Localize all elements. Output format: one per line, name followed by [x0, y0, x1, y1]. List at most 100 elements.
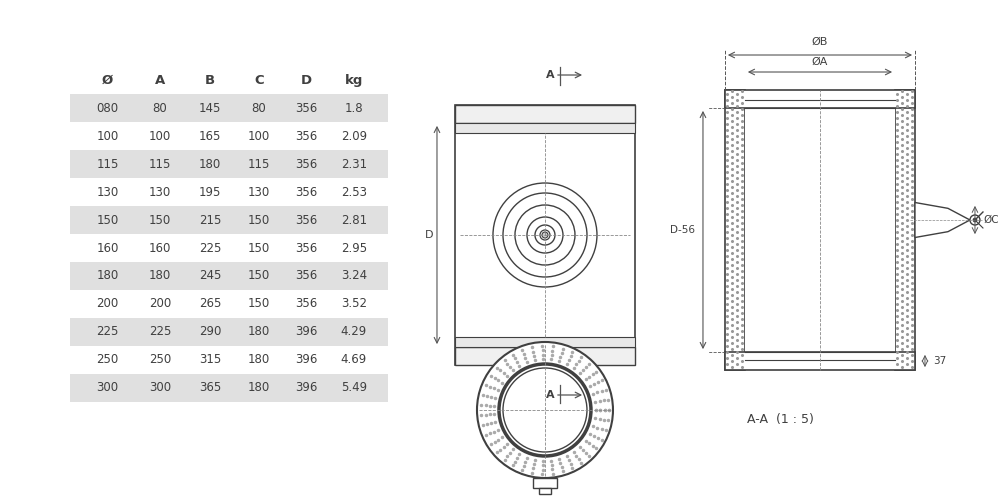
Bar: [745, 90, 895, 370]
Text: 356: 356: [295, 102, 318, 114]
Text: 396: 396: [295, 326, 318, 338]
Text: D-56: D-56: [670, 225, 695, 235]
Bar: [539, 488, 551, 494]
Text: 250: 250: [96, 354, 119, 366]
Text: 290: 290: [199, 326, 221, 338]
Text: 250: 250: [149, 354, 171, 366]
Text: 100: 100: [149, 130, 171, 142]
Circle shape: [499, 364, 591, 456]
Text: 225: 225: [96, 326, 119, 338]
Circle shape: [973, 218, 977, 222]
Text: A: A: [546, 390, 554, 400]
Text: 245: 245: [199, 270, 221, 282]
Text: 130: 130: [96, 186, 119, 198]
Text: 130: 130: [248, 186, 270, 198]
Bar: [70, 206, 388, 234]
Bar: [725, 352, 915, 370]
Text: 145: 145: [199, 102, 221, 114]
Bar: [455, 347, 635, 365]
Bar: [455, 105, 635, 123]
Circle shape: [477, 342, 613, 478]
Text: 265: 265: [199, 298, 221, 310]
Text: A-A  (1 : 5): A-A (1 : 5): [747, 414, 813, 426]
Text: 200: 200: [149, 298, 171, 310]
Text: D: D: [301, 74, 312, 86]
Text: 300: 300: [149, 382, 171, 394]
Text: 3.24: 3.24: [341, 270, 367, 282]
Circle shape: [970, 215, 980, 225]
Text: 356: 356: [295, 298, 318, 310]
Text: 356: 356: [295, 186, 318, 198]
Text: C: C: [254, 74, 264, 86]
Text: 2.31: 2.31: [341, 158, 367, 170]
Text: 150: 150: [248, 214, 270, 226]
Bar: [725, 90, 745, 370]
Text: 396: 396: [295, 382, 318, 394]
Text: ØB: ØB: [812, 37, 828, 47]
Text: 2.81: 2.81: [341, 214, 367, 226]
Text: 2.09: 2.09: [341, 130, 367, 142]
Bar: [70, 318, 388, 346]
Text: 225: 225: [149, 326, 171, 338]
Text: 3.52: 3.52: [341, 298, 367, 310]
Bar: [725, 90, 915, 108]
Text: 80: 80: [252, 102, 266, 114]
Circle shape: [505, 370, 585, 450]
Text: 37: 37: [933, 356, 946, 366]
Text: Ø: Ø: [102, 74, 113, 86]
Bar: [70, 262, 388, 290]
Bar: [70, 150, 388, 178]
Text: 080: 080: [96, 102, 119, 114]
Text: 180: 180: [199, 158, 221, 170]
Text: 225: 225: [199, 242, 221, 254]
Text: 180: 180: [149, 270, 171, 282]
Text: 180: 180: [96, 270, 119, 282]
Text: 130: 130: [149, 186, 171, 198]
Text: 195: 195: [199, 186, 221, 198]
Text: 396: 396: [295, 354, 318, 366]
Text: 160: 160: [96, 242, 119, 254]
Text: 100: 100: [248, 130, 270, 142]
Bar: [533, 478, 557, 488]
Circle shape: [503, 368, 587, 452]
Text: A: A: [155, 74, 165, 86]
Text: 356: 356: [295, 158, 318, 170]
Text: 180: 180: [248, 354, 270, 366]
Text: 115: 115: [248, 158, 270, 170]
Text: 356: 356: [295, 270, 318, 282]
Text: 150: 150: [248, 270, 270, 282]
Text: 150: 150: [248, 242, 270, 254]
Text: 115: 115: [149, 158, 171, 170]
Text: 180: 180: [248, 326, 270, 338]
Text: 1.8: 1.8: [345, 102, 363, 114]
Text: 365: 365: [199, 382, 221, 394]
Text: 2.95: 2.95: [341, 242, 367, 254]
Text: A: A: [546, 70, 554, 80]
Text: 315: 315: [199, 354, 221, 366]
Text: 150: 150: [96, 214, 119, 226]
Bar: [455, 337, 635, 347]
Circle shape: [542, 232, 548, 238]
Text: 356: 356: [295, 214, 318, 226]
Text: 356: 356: [295, 242, 318, 254]
Text: 165: 165: [199, 130, 221, 142]
Text: 356: 356: [295, 130, 318, 142]
Text: B: B: [205, 74, 215, 86]
Text: ØC: ØC: [983, 215, 999, 225]
Text: 115: 115: [96, 158, 119, 170]
Text: 2.53: 2.53: [341, 186, 367, 198]
Circle shape: [540, 230, 550, 240]
Text: kg: kg: [345, 74, 363, 86]
Text: 150: 150: [149, 214, 171, 226]
Text: 80: 80: [153, 102, 167, 114]
Text: 160: 160: [149, 242, 171, 254]
Text: 150: 150: [248, 298, 270, 310]
Text: 300: 300: [96, 382, 119, 394]
Text: ØA: ØA: [812, 57, 828, 67]
Text: 4.29: 4.29: [341, 326, 367, 338]
Text: 180: 180: [248, 382, 270, 394]
Bar: [455, 123, 635, 133]
Text: D: D: [425, 230, 433, 240]
Text: 5.49: 5.49: [341, 382, 367, 394]
Text: 200: 200: [96, 298, 119, 310]
